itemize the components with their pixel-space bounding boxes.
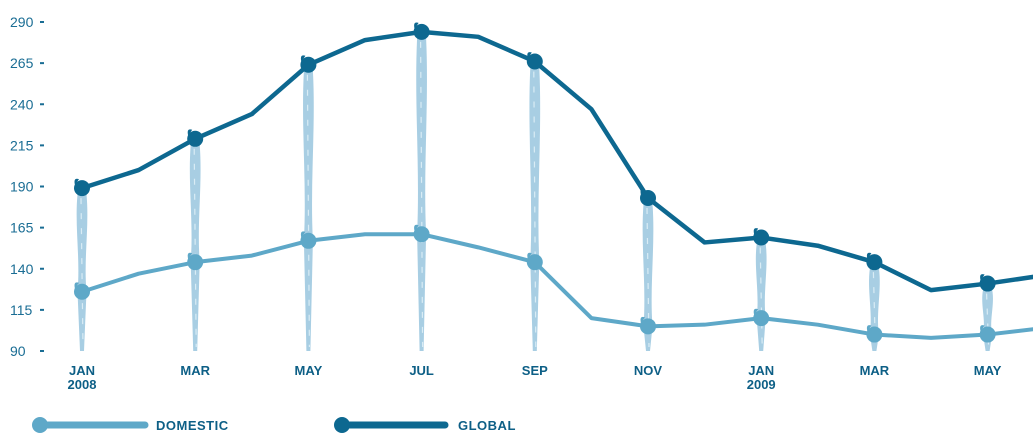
y-tick-label: 240 (10, 96, 34, 112)
data-point-global (74, 180, 90, 197)
x-tick-year-label: 2009 (747, 377, 776, 392)
data-point-global (640, 190, 656, 207)
data-point-tail (414, 22, 419, 29)
data-point-tail (187, 129, 193, 136)
data-point-tail (640, 316, 645, 324)
x-tick-label: JAN (748, 363, 774, 378)
drip-highlight (420, 41, 424, 348)
legend-label-global: GLOBAL (458, 418, 516, 433)
data-point-tail (300, 231, 306, 238)
data-point-tail (74, 178, 79, 186)
data-point-global (979, 275, 996, 292)
data-point-tail (980, 274, 985, 281)
data-point-tail (753, 228, 759, 235)
x-tick-label: MAY (295, 363, 323, 378)
data-point-domestic (866, 326, 883, 343)
data-point-domestic (640, 318, 656, 335)
drip-connector (642, 204, 654, 351)
data-point-global (300, 56, 317, 73)
series-line-global (79, 29, 1033, 293)
data-point-domestic (979, 326, 996, 343)
drip-highlight (193, 148, 197, 348)
y-tick-label: 190 (10, 179, 34, 195)
x-tick-label: MAR (860, 363, 890, 378)
data-point-tail (753, 308, 759, 316)
drip-connectors (76, 37, 993, 352)
drip-highlight (306, 74, 310, 348)
data-point-global (187, 130, 204, 147)
y-tick-label: 115 (10, 302, 33, 318)
data-point-tail (74, 282, 79, 289)
data-point-domestic (187, 254, 204, 271)
drip-highlight (80, 198, 84, 348)
y-tick-label: 265 (10, 55, 34, 71)
data-point-tail (414, 224, 419, 232)
x-tick-label: MAR (180, 363, 210, 378)
y-tick-label: 165 (10, 220, 34, 236)
y-axis: 90 115 140 165 190 215 240 265 290 (10, 14, 44, 359)
x-tick-label: NOV (634, 363, 663, 378)
x-tick-year-label: 2008 (68, 377, 97, 392)
drip-highlight (759, 247, 763, 348)
x-tick-label: JAN (69, 363, 95, 378)
legend-marker (334, 417, 350, 433)
data-point-tail (866, 252, 872, 260)
y-tick-label: 290 (10, 14, 34, 30)
series-line-domestic (80, 232, 1033, 340)
data-point-global (526, 53, 543, 70)
data-point-tail (527, 52, 532, 59)
data-point-domestic (753, 310, 770, 327)
drip-connector (189, 144, 201, 351)
data-point-tail (527, 252, 532, 260)
data-point-tail (187, 252, 193, 260)
series-lines (79, 29, 1033, 340)
data-point-tail (300, 55, 306, 62)
data-point-global (866, 254, 883, 271)
y-tick-label: 140 (10, 261, 34, 277)
legend-label-domestic: DOMESTIC (156, 418, 229, 433)
series-markers (74, 22, 996, 343)
drip-highlight (533, 71, 537, 348)
data-point-domestic (413, 226, 430, 243)
data-point-tail (640, 188, 645, 196)
data-point-global (753, 229, 770, 246)
x-tick-label: SEP (522, 363, 548, 378)
legend-marker (32, 417, 48, 433)
legend: DOMESTIC GLOBAL (32, 417, 516, 433)
data-point-tail (866, 325, 872, 332)
y-tick-label: 215 (10, 137, 34, 153)
drip-connector (76, 194, 88, 351)
data-point-domestic (300, 232, 317, 249)
x-tick-label: MAY (974, 363, 1002, 378)
y-tick-label: 90 (10, 343, 26, 359)
x-tick-label: JUL (409, 363, 434, 378)
data-point-domestic (526, 254, 543, 271)
data-point-tail (980, 325, 985, 332)
data-point-global (413, 23, 430, 40)
data-point-domestic (74, 283, 90, 300)
